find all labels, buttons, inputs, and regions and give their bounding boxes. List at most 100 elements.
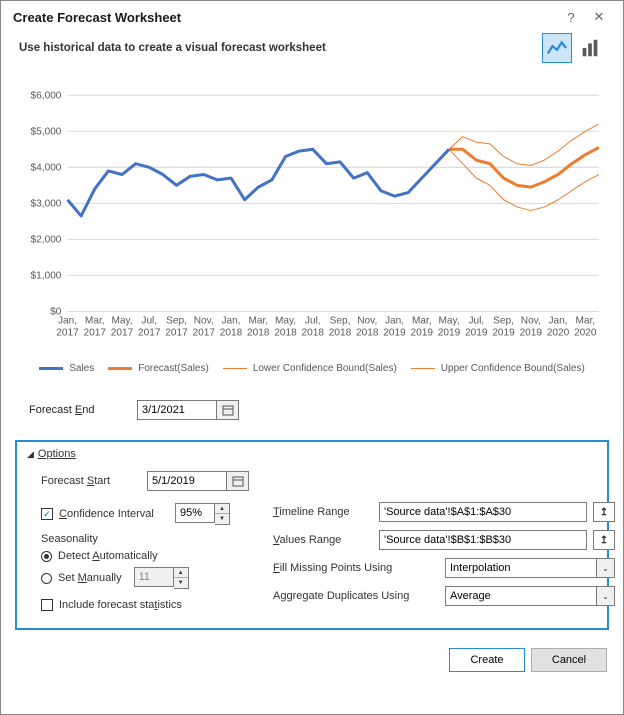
seasonality-manual-input (134, 567, 174, 587)
svg-text:May,: May, (111, 316, 132, 327)
aggregate-select[interactable] (445, 586, 597, 606)
timeline-range-input[interactable] (379, 502, 587, 522)
forecast-start-date-picker[interactable] (227, 471, 249, 491)
forecast-start-row: Forecast Start (41, 471, 249, 491)
seasonality-spinner: ▲▼ (174, 567, 189, 589)
options-panel: ◢ Options Forecast Start ✓ Confidence In… (15, 440, 609, 630)
create-button[interactable]: Create (449, 648, 525, 672)
close-button[interactable]: ✕ (585, 9, 613, 25)
svg-text:$3,000: $3,000 (31, 198, 62, 209)
confidence-interval-input[interactable] (175, 503, 215, 523)
include-stats-row[interactable]: Include forecast statistics (41, 599, 249, 611)
svg-text:Mar,: Mar, (85, 316, 105, 327)
svg-text:Sep,: Sep, (330, 316, 351, 327)
legend-label: Sales (69, 363, 94, 374)
seasonality-detect-row[interactable]: Detect Automatically (41, 550, 249, 562)
legend-label: Forecast(Sales) (138, 363, 209, 374)
options-right-column: Timeline Range ↥ Values Range ↥ Fill Mis… (273, 466, 615, 616)
svg-text:2019: 2019 (520, 328, 543, 339)
svg-text:May,: May, (275, 316, 296, 327)
svg-text:2018: 2018 (274, 328, 297, 339)
svg-text:2018: 2018 (356, 328, 379, 339)
svg-text:Mar,: Mar, (412, 316, 432, 327)
confidence-spinner[interactable]: ▲▼ (215, 503, 230, 525)
svg-text:2018: 2018 (302, 328, 325, 339)
values-range-label: Values Range (273, 534, 373, 546)
help-button[interactable]: ? (557, 10, 585, 25)
forecast-dialog: Create Forecast Worksheet ? ✕ Use histor… (0, 0, 624, 715)
svg-text:May,: May, (438, 316, 459, 327)
svg-text:2020: 2020 (574, 328, 597, 339)
calendar-icon (222, 404, 234, 416)
titlebar: Create Forecast Worksheet ? ✕ (1, 1, 623, 29)
line-chart-type-button[interactable] (542, 33, 572, 63)
values-range-picker[interactable]: ↥ (593, 530, 615, 550)
svg-text:2019: 2019 (438, 328, 461, 339)
line-chart-icon (546, 37, 568, 59)
fill-missing-select[interactable] (445, 558, 597, 578)
fill-missing-row: Fill Missing Points Using ⌄ (273, 558, 615, 578)
svg-text:$2,000: $2,000 (31, 234, 62, 245)
set-manually-label: Set Manually (58, 572, 122, 584)
aggregate-dropdown-button[interactable]: ⌄ (597, 586, 615, 606)
column-chart-type-button[interactable] (575, 33, 605, 63)
fill-missing-label: Fill Missing Points Using (273, 562, 433, 574)
legend-item: Lower Confidence Bound(Sales) (223, 363, 397, 374)
svg-text:2019: 2019 (492, 328, 515, 339)
cancel-button[interactable]: Cancel (531, 648, 607, 672)
values-range-row: Values Range ↥ (273, 530, 615, 550)
svg-text:Jan,: Jan, (549, 316, 568, 327)
legend-item: Forecast(Sales) (108, 363, 209, 374)
svg-text:Jan,: Jan, (221, 316, 240, 327)
forecast-start-label: Forecast Start (41, 475, 141, 487)
values-range-input[interactable] (379, 530, 587, 550)
svg-text:2017: 2017 (138, 328, 161, 339)
svg-text:Sep,: Sep, (166, 316, 187, 327)
fill-missing-dropdown-button[interactable]: ⌄ (597, 558, 615, 578)
chart-area: $0$1,000$2,000$3,000$4,000$5,000$6,000Ja… (1, 71, 623, 390)
forecast-start-input[interactable] (147, 471, 227, 491)
legend-label: Upper Confidence Bound(Sales) (441, 363, 585, 374)
svg-text:Mar,: Mar, (575, 316, 595, 327)
aggregate-label: Aggregate Duplicates Using (273, 590, 433, 602)
svg-text:Nov,: Nov, (521, 316, 541, 327)
seasonality-manual-row[interactable]: Set Manually ▲▼ (41, 567, 249, 589)
svg-text:2018: 2018 (220, 328, 243, 339)
confidence-interval-row: ✓ Confidence Interval ▲▼ (41, 503, 249, 525)
forecast-end-row: Forecast End (29, 400, 605, 420)
legend-swatch (223, 368, 247, 369)
chart-legend: Sales Forecast(Sales) Lower Confidence Bou… (19, 359, 605, 384)
svg-text:2019: 2019 (465, 328, 488, 339)
timeline-range-picker[interactable]: ↥ (593, 502, 615, 522)
svg-text:Jul,: Jul, (468, 316, 484, 327)
forecast-end-input[interactable] (137, 400, 217, 420)
include-stats-checkbox[interactable] (41, 599, 53, 611)
svg-text:$6,000: $6,000 (31, 90, 62, 101)
timeline-range-label: Timeline Range (273, 506, 373, 518)
subtitle-text: Use historical data to create a visual f… (19, 42, 326, 54)
subtitle-row: Use historical data to create a visual f… (1, 29, 623, 71)
svg-text:2018: 2018 (247, 328, 270, 339)
svg-text:2017: 2017 (56, 328, 79, 339)
svg-text:2017: 2017 (193, 328, 216, 339)
forecast-end-date-picker[interactable] (217, 400, 239, 420)
options-header[interactable]: ◢ Options (27, 448, 597, 460)
svg-text:Mar,: Mar, (248, 316, 268, 327)
legend-swatch (108, 367, 132, 370)
column-chart-icon (579, 37, 601, 59)
aggregate-row: Aggregate Duplicates Using ⌄ (273, 586, 615, 606)
svg-text:2019: 2019 (383, 328, 406, 339)
svg-text:2017: 2017 (165, 328, 188, 339)
confidence-interval-checkbox[interactable]: ✓ (41, 508, 53, 520)
svg-text:2019: 2019 (411, 328, 434, 339)
svg-text:$4,000: $4,000 (31, 162, 62, 173)
legend-item: Sales (39, 363, 94, 374)
svg-text:Jul,: Jul, (305, 316, 321, 327)
detect-auto-radio[interactable] (41, 551, 52, 562)
svg-text:2020: 2020 (547, 328, 570, 339)
svg-text:2017: 2017 (111, 328, 134, 339)
include-stats-label: Include forecast statistics (59, 599, 182, 611)
set-manually-radio[interactable] (41, 573, 52, 584)
svg-text:Nov,: Nov, (357, 316, 377, 327)
timeline-range-row: Timeline Range ↥ (273, 502, 615, 522)
